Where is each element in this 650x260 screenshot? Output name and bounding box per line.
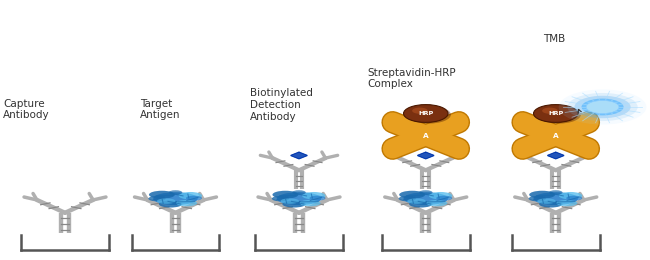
Ellipse shape — [300, 200, 320, 206]
Ellipse shape — [277, 192, 321, 205]
Ellipse shape — [157, 198, 176, 204]
Text: Target
Antigen: Target Antigen — [140, 99, 180, 120]
Text: A: A — [423, 133, 428, 140]
Circle shape — [406, 106, 451, 124]
FancyArrowPatch shape — [578, 109, 581, 113]
Ellipse shape — [429, 192, 452, 199]
Ellipse shape — [436, 196, 452, 201]
Ellipse shape — [148, 196, 166, 201]
Circle shape — [567, 93, 638, 121]
Ellipse shape — [419, 190, 432, 195]
Ellipse shape — [282, 201, 306, 207]
Ellipse shape — [169, 190, 182, 195]
Ellipse shape — [398, 196, 416, 201]
Ellipse shape — [153, 192, 198, 205]
Text: HRP: HRP — [548, 111, 564, 116]
Ellipse shape — [409, 201, 432, 207]
Circle shape — [412, 108, 428, 114]
Ellipse shape — [407, 198, 426, 204]
Ellipse shape — [149, 191, 175, 199]
Ellipse shape — [399, 191, 425, 199]
Ellipse shape — [302, 192, 326, 199]
Ellipse shape — [537, 198, 556, 204]
Text: A: A — [553, 133, 558, 140]
Ellipse shape — [159, 201, 182, 207]
Ellipse shape — [272, 196, 289, 201]
Circle shape — [536, 106, 581, 124]
Text: Streptavidin-HRP
Complex: Streptavidin-HRP Complex — [367, 68, 456, 89]
Circle shape — [542, 108, 558, 114]
Ellipse shape — [309, 196, 326, 201]
Circle shape — [404, 105, 448, 122]
Ellipse shape — [534, 192, 578, 205]
Circle shape — [575, 96, 630, 118]
Text: Biotinylated
Detection
Antibody: Biotinylated Detection Antibody — [250, 88, 313, 122]
Text: Capture
Antibody: Capture Antibody — [3, 99, 50, 120]
Ellipse shape — [179, 192, 202, 199]
Polygon shape — [417, 152, 434, 159]
Ellipse shape — [404, 192, 448, 205]
Ellipse shape — [556, 200, 577, 206]
Circle shape — [582, 99, 623, 115]
Circle shape — [534, 105, 578, 122]
Ellipse shape — [529, 191, 555, 199]
Polygon shape — [547, 152, 564, 159]
Ellipse shape — [566, 196, 582, 201]
Ellipse shape — [186, 196, 202, 201]
Text: HRP: HRP — [418, 111, 434, 116]
Ellipse shape — [559, 192, 582, 199]
Ellipse shape — [549, 190, 562, 195]
Ellipse shape — [426, 200, 447, 206]
Ellipse shape — [176, 200, 197, 206]
Circle shape — [558, 89, 646, 125]
Text: TMB: TMB — [543, 34, 565, 44]
Ellipse shape — [281, 198, 299, 204]
Ellipse shape — [272, 191, 298, 199]
Polygon shape — [291, 152, 307, 159]
Ellipse shape — [539, 201, 562, 207]
Ellipse shape — [292, 190, 306, 195]
Circle shape — [586, 100, 619, 114]
Ellipse shape — [528, 196, 546, 201]
